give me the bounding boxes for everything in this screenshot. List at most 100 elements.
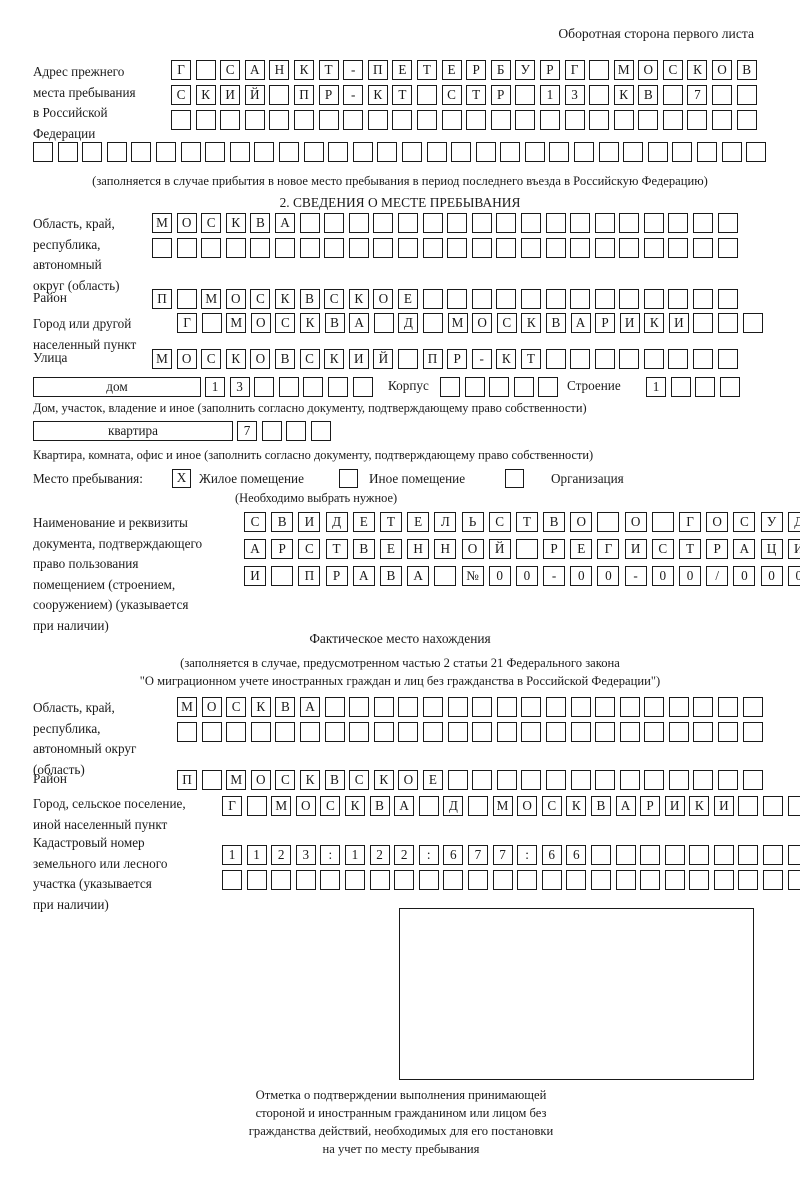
actual-city-cell-2[interactable] bbox=[246, 796, 267, 816]
prev-address-r3-cell-11[interactable] bbox=[416, 110, 437, 130]
actual-district-cell-18[interactable] bbox=[595, 770, 616, 790]
actual-region-r2-cell-21[interactable] bbox=[668, 722, 689, 742]
section2-region-r1-cell-24[interactable] bbox=[717, 213, 738, 233]
section2-region-r1-cell-14[interactable] bbox=[471, 213, 492, 233]
document-r2-cell-5[interactable]: В bbox=[352, 539, 375, 559]
prev-address-r4-cell-7[interactable] bbox=[180, 142, 201, 162]
actual-region-r2-cell-5[interactable] bbox=[275, 722, 296, 742]
cadastre-r1-cell-10[interactable]: 6 bbox=[443, 845, 464, 865]
prev-address-r1-cell-21[interactable]: С bbox=[662, 60, 683, 80]
prev-address-r3-cell-5[interactable] bbox=[269, 110, 290, 130]
cadastre-r2-cell-3[interactable] bbox=[271, 870, 292, 890]
prev-address-r4-cell-6[interactable] bbox=[155, 142, 176, 162]
section2-street-cell-1[interactable]: М bbox=[152, 349, 172, 369]
cadastre-r1-cell-5[interactable]: : bbox=[320, 845, 341, 865]
cadastre-r1-cell-21[interactable] bbox=[713, 845, 734, 865]
cadastre-r1-cell-16[interactable] bbox=[590, 845, 611, 865]
document-r2-cell-18[interactable]: Р bbox=[706, 539, 729, 559]
document-r3-cell-19[interactable]: 0 bbox=[733, 566, 756, 586]
section2-city-cell-12[interactable]: М bbox=[447, 313, 468, 333]
section2-district-cell-10[interactable]: О bbox=[373, 289, 394, 309]
actual-city-cell-7[interactable]: В bbox=[369, 796, 390, 816]
section2-street-cell-19[interactable] bbox=[594, 349, 615, 369]
cadastre-r1-cell-17[interactable] bbox=[615, 845, 636, 865]
prev-address-r2-cell-21[interactable] bbox=[662, 85, 683, 105]
section2-region-r2-cell-17[interactable] bbox=[545, 238, 566, 258]
document-r2-cell-19[interactable]: А bbox=[733, 539, 756, 559]
actual-district-cell-13[interactable] bbox=[472, 770, 493, 790]
section2-district-cell-17[interactable] bbox=[545, 289, 566, 309]
actual-city-cell-5[interactable]: С bbox=[320, 796, 341, 816]
document-r1-cell-17[interactable]: Г bbox=[679, 512, 701, 532]
prev-address-r4-cell-1[interactable] bbox=[33, 142, 53, 162]
prev-address-r2-cell-13[interactable]: Т bbox=[466, 85, 487, 105]
document-r3-cell-16[interactable]: 0 bbox=[651, 566, 674, 586]
prev-address-r3-cell-9[interactable] bbox=[367, 110, 388, 130]
actual-district-cell-5[interactable]: С bbox=[275, 770, 296, 790]
house-cell-6[interactable] bbox=[327, 377, 348, 397]
document-r2-cell-21[interactable]: И bbox=[787, 539, 800, 559]
document-r1-cell-6[interactable]: Т bbox=[379, 512, 402, 532]
document-r2-cell-15[interactable]: И bbox=[624, 539, 647, 559]
section2-street-cell-23[interactable] bbox=[693, 349, 714, 369]
actual-district-cell-10[interactable]: О bbox=[398, 770, 419, 790]
actual-city-cell-6[interactable]: К bbox=[344, 796, 365, 816]
prev-address-r3-cell-20[interactable] bbox=[638, 110, 659, 130]
actual-city-cell-17[interactable]: А bbox=[615, 796, 636, 816]
section2-region-r2-cell-21[interactable] bbox=[643, 238, 664, 258]
section2-region-r1-cell-18[interactable] bbox=[570, 213, 591, 233]
actual-district-cell-19[interactable] bbox=[619, 770, 640, 790]
section2-region-r2-cell-1[interactable] bbox=[152, 238, 172, 258]
cadastre-r2-cell-9[interactable] bbox=[418, 870, 439, 890]
document-r1-cell-11[interactable]: Т bbox=[515, 512, 538, 532]
actual-city-cell-8[interactable]: А bbox=[394, 796, 415, 816]
section2-district-cell-9[interactable]: К bbox=[348, 289, 369, 309]
cadastre-r2-cell-15[interactable] bbox=[566, 870, 587, 890]
prev-address-r3-cell-21[interactable] bbox=[662, 110, 683, 130]
prev-address-r2-cell-18[interactable] bbox=[589, 85, 610, 105]
cadastre-r1-cell-4[interactable]: 3 bbox=[295, 845, 316, 865]
section2-region-r1-cell-8[interactable] bbox=[324, 213, 345, 233]
prev-address-r4-cell-4[interactable] bbox=[106, 142, 127, 162]
cadastre-r1-cell-9[interactable]: : bbox=[418, 845, 439, 865]
section2-region-r1-cell-10[interactable] bbox=[373, 213, 394, 233]
document-r1-cell-10[interactable]: С bbox=[488, 512, 511, 532]
actual-city-cell-18[interactable]: Р bbox=[640, 796, 661, 816]
actual-city-cell-10[interactable]: Д bbox=[443, 796, 464, 816]
actual-region-r2-cell-3[interactable] bbox=[226, 722, 247, 742]
section2-region-r2-cell-2[interactable] bbox=[176, 238, 197, 258]
actual-city-cell-14[interactable]: С bbox=[541, 796, 562, 816]
prev-address-r2-cell-6[interactable]: П bbox=[293, 85, 314, 105]
actual-region-r2-cell-9[interactable] bbox=[373, 722, 394, 742]
document-r2-cell-2[interactable]: Р bbox=[271, 539, 294, 559]
house-cell-4[interactable] bbox=[278, 377, 299, 397]
cadastre-r1-cell-15[interactable]: 6 bbox=[566, 845, 587, 865]
prev-address-r1-cell-23[interactable]: О bbox=[712, 60, 733, 80]
cadastre-r1-cell-1[interactable]: 1 bbox=[222, 845, 242, 865]
stroenie-cell-4[interactable] bbox=[719, 377, 740, 397]
section2-city-cell-9[interactable] bbox=[373, 313, 394, 333]
prev-address-r4-cell-3[interactable] bbox=[82, 142, 103, 162]
cadastre-r2-cell-22[interactable] bbox=[738, 870, 759, 890]
prev-address-r2-cell-12[interactable]: С bbox=[441, 85, 462, 105]
actual-region-r2-cell-20[interactable] bbox=[644, 722, 665, 742]
section2-region-r2-cell-20[interactable] bbox=[619, 238, 640, 258]
prev-address-r4-cell-24[interactable] bbox=[598, 142, 619, 162]
prev-address-r1-cell-18[interactable] bbox=[589, 60, 610, 80]
prev-address-r4-cell-12[interactable] bbox=[303, 142, 324, 162]
prev-address-r3-cell-6[interactable] bbox=[293, 110, 314, 130]
actual-region-r1-cell-8[interactable] bbox=[349, 697, 370, 717]
prev-address-r2-cell-3[interactable]: И bbox=[220, 85, 241, 105]
prev-address-r2-cell-20[interactable]: В bbox=[638, 85, 659, 105]
section2-city-cell-24[interactable] bbox=[742, 313, 763, 333]
cadastre-r1-cell-19[interactable] bbox=[664, 845, 685, 865]
actual-city-cell-9[interactable] bbox=[418, 796, 439, 816]
prev-address-r4-cell-9[interactable] bbox=[229, 142, 250, 162]
stroenie-cell-3[interactable] bbox=[695, 377, 716, 397]
section2-district-cell-4[interactable]: О bbox=[225, 289, 246, 309]
prev-address-r1-cell-20[interactable]: О bbox=[638, 60, 659, 80]
